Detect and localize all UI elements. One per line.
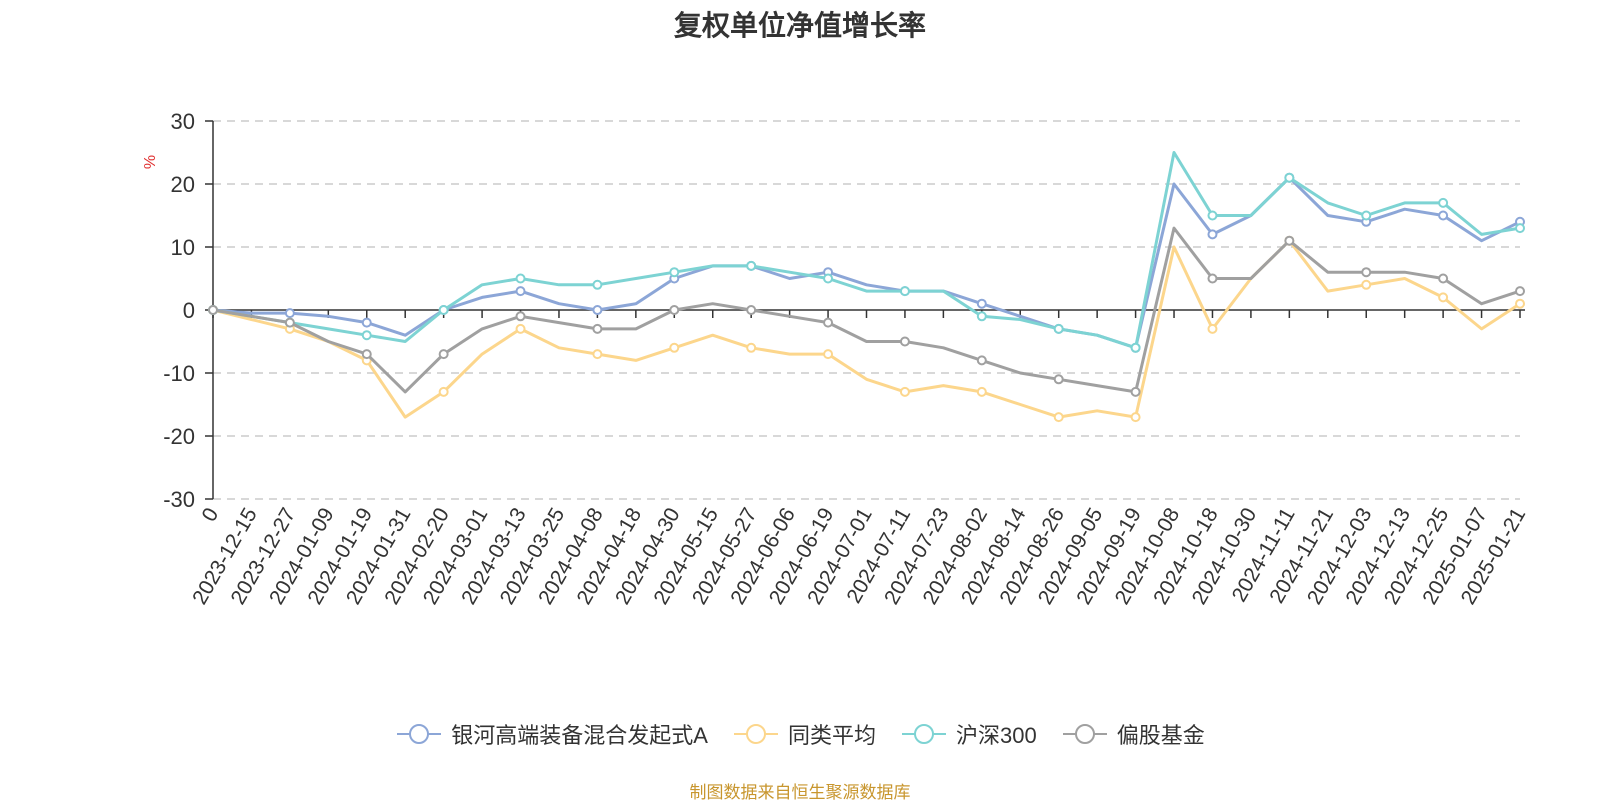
data-point bbox=[1438, 197, 1449, 208]
legend-label: 沪深300 bbox=[955, 723, 1037, 748]
y-tick-label: -20 bbox=[163, 424, 195, 449]
series-1 bbox=[208, 235, 1525, 423]
data-point bbox=[1207, 229, 1218, 240]
data-point bbox=[592, 323, 603, 334]
data-point bbox=[284, 317, 295, 328]
y-tick-label: -30 bbox=[163, 487, 195, 512]
legend-marker-icon bbox=[1062, 724, 1107, 744]
data-point bbox=[669, 342, 680, 353]
data-point bbox=[361, 330, 372, 341]
legend-marker-icon bbox=[397, 724, 442, 744]
data-point bbox=[899, 386, 910, 397]
data-point bbox=[976, 386, 987, 397]
data-point bbox=[1207, 210, 1218, 221]
data-source-note: 制图数据来自恒生聚源数据库 bbox=[689, 783, 911, 802]
data-point bbox=[515, 273, 526, 284]
legend-item[interactable]: 同类平均 bbox=[732, 718, 876, 750]
data-point bbox=[746, 260, 757, 271]
data-point bbox=[1515, 223, 1525, 234]
y-tick-label: 20 bbox=[171, 172, 195, 197]
data-point bbox=[823, 317, 834, 328]
grid-lines bbox=[213, 120, 1520, 500]
data-point bbox=[669, 305, 680, 315]
data-point bbox=[592, 305, 603, 315]
legend-label: 同类平均 bbox=[787, 723, 876, 748]
data-point bbox=[1053, 323, 1064, 334]
legend-label: 偏股基金 bbox=[1116, 723, 1205, 748]
y-tick-label: 30 bbox=[171, 109, 195, 134]
data-point bbox=[284, 308, 295, 319]
data-point bbox=[1361, 210, 1372, 221]
data-point bbox=[1130, 342, 1141, 353]
data-point bbox=[823, 273, 834, 284]
series-line bbox=[212, 176, 1521, 350]
series-line bbox=[212, 239, 1521, 419]
data-point bbox=[823, 349, 834, 360]
data-point bbox=[592, 279, 603, 290]
series-3 bbox=[208, 226, 1525, 397]
data-point bbox=[208, 305, 218, 315]
data-point bbox=[1130, 412, 1141, 423]
data-point bbox=[438, 386, 449, 397]
data-point bbox=[1438, 273, 1449, 284]
data-point bbox=[438, 349, 449, 360]
data-point bbox=[746, 305, 757, 315]
series-line bbox=[212, 151, 1521, 350]
data-point bbox=[1053, 374, 1064, 385]
data-point bbox=[592, 349, 603, 360]
y-axis-unit-label: % bbox=[142, 155, 159, 169]
chart-title: 复权单位净值增长率 bbox=[673, 10, 926, 41]
data-point bbox=[669, 267, 680, 278]
data-point bbox=[1361, 267, 1372, 278]
data-point bbox=[438, 305, 449, 315]
y-tick-label: 0 bbox=[183, 298, 195, 323]
data-point bbox=[1130, 386, 1141, 397]
data-point bbox=[1053, 412, 1064, 423]
data-point bbox=[1438, 292, 1449, 303]
legend-item[interactable]: 沪深300 bbox=[900, 718, 1037, 750]
data-point bbox=[361, 349, 372, 360]
data-point bbox=[361, 317, 372, 328]
data-point bbox=[1438, 210, 1449, 221]
data-point bbox=[1515, 298, 1525, 309]
data-point bbox=[515, 311, 526, 322]
legend-label: 银河高端装备混合发起式A bbox=[451, 723, 708, 748]
series-line bbox=[212, 226, 1521, 394]
y-tick-label: 10 bbox=[171, 235, 195, 260]
data-point bbox=[899, 286, 910, 297]
data-point bbox=[1284, 172, 1295, 183]
y-tick-label: -10 bbox=[163, 361, 195, 386]
data-point bbox=[515, 286, 526, 297]
legend-item[interactable]: 银河高端装备混合发起式A bbox=[395, 718, 708, 750]
data-point bbox=[1515, 286, 1525, 297]
series-lines bbox=[208, 151, 1525, 423]
data-point bbox=[1207, 323, 1218, 334]
data-point bbox=[746, 342, 757, 353]
legend-marker-icon bbox=[901, 724, 946, 744]
data-point bbox=[1361, 279, 1372, 290]
data-point bbox=[976, 355, 987, 366]
x-tick-label: 0 bbox=[198, 504, 224, 526]
data-point bbox=[515, 323, 526, 334]
legend: 银河高端装备混合发起式A 同类平均 沪深300 偏股基金 bbox=[0, 718, 1600, 750]
data-point bbox=[976, 311, 987, 322]
legend-marker-icon bbox=[733, 724, 778, 744]
data-point bbox=[899, 336, 910, 347]
data-point bbox=[1207, 273, 1218, 284]
series-0 bbox=[208, 172, 1525, 353]
legend-item[interactable]: 偏股基金 bbox=[1061, 718, 1205, 750]
data-point bbox=[976, 298, 987, 309]
data-point bbox=[1284, 235, 1295, 246]
series-2 bbox=[208, 151, 1525, 353]
